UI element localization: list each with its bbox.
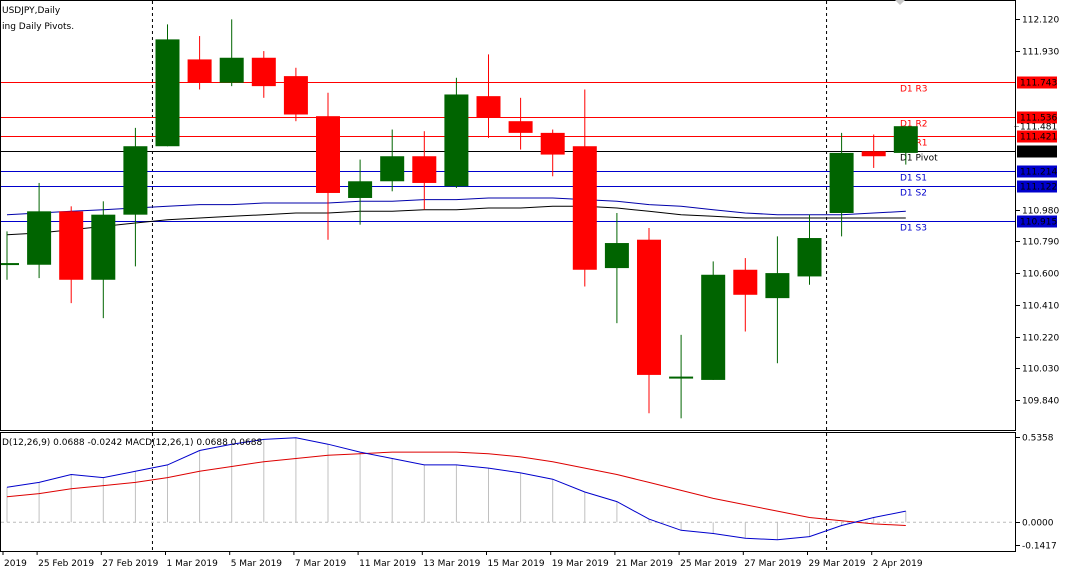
pivot-price-tag bbox=[1017, 130, 1057, 143]
pivot-price-label: 111.536 bbox=[1020, 114, 1057, 124]
pivot-price-label: 110.915 bbox=[1020, 218, 1057, 228]
pivot-price-tag bbox=[1017, 145, 1057, 158]
price-axis-label: 109.840 bbox=[1022, 397, 1059, 407]
price-axis-label: 112.120 bbox=[1022, 16, 1059, 26]
time-axis-label: 11 Mar 2019 bbox=[359, 559, 416, 569]
candle-body bbox=[283, 76, 308, 115]
pivot-price-label: 111.743 bbox=[1020, 79, 1057, 89]
candle-body bbox=[829, 152, 854, 213]
candle-body bbox=[476, 96, 501, 118]
candle-body bbox=[348, 181, 373, 198]
candle-body bbox=[733, 269, 758, 295]
candle-body bbox=[765, 273, 790, 299]
moving-average-blue-line bbox=[6, 197, 906, 216]
candle-body bbox=[508, 121, 533, 133]
time-axis-label: 7 Mar 2019 bbox=[295, 559, 347, 569]
candle-body bbox=[861, 151, 886, 157]
candle-body bbox=[91, 214, 116, 280]
macd-axis-label: 0.0000 bbox=[1022, 519, 1054, 529]
pivot-label: D1 Pivot bbox=[900, 154, 938, 164]
macd-axis-label: -0.1417 bbox=[1022, 542, 1057, 552]
pivot-price-label: 111.329 bbox=[1020, 148, 1057, 158]
candle-body bbox=[637, 239, 661, 375]
pivot-label: D1 S2 bbox=[900, 189, 927, 199]
price-axis-label: 110.030 bbox=[1022, 365, 1059, 375]
candle-body bbox=[701, 274, 726, 380]
candle-body bbox=[412, 156, 437, 183]
candle-body bbox=[219, 57, 244, 83]
candle-body bbox=[155, 39, 180, 147]
price-axis-label: 110.600 bbox=[1022, 270, 1059, 280]
macd-axis-label: 0.5358 bbox=[1022, 434, 1054, 444]
macd-title: D(12,26,9) 0.0688 -0.0242 MACD(12,26,1) … bbox=[2, 438, 262, 448]
pivot-price-tag bbox=[1017, 111, 1057, 124]
scroll-marker-icon[interactable] bbox=[895, 0, 905, 5]
pivot-label: D1 R3 bbox=[900, 85, 928, 95]
main-panel-frame bbox=[0, 0, 1016, 431]
symbol-title: USDJPY,Daily bbox=[2, 6, 61, 16]
candle-body bbox=[27, 211, 52, 265]
time-axis-label: 15 Mar 2019 bbox=[488, 559, 545, 569]
candle-body bbox=[669, 376, 694, 379]
candle-body bbox=[797, 238, 822, 277]
time-axis-label: 25 Mar 2019 bbox=[680, 559, 737, 569]
time-axis-label: 13 Mar 2019 bbox=[423, 559, 480, 569]
price-axis-label: 110.980 bbox=[1022, 207, 1059, 217]
candle-body bbox=[251, 57, 276, 87]
macd-signal-line bbox=[6, 451, 906, 526]
time-axis-label: 27 Mar 2019 bbox=[744, 559, 801, 569]
pivot-price-label: 111.421 bbox=[1020, 133, 1057, 143]
candle-body bbox=[187, 59, 212, 83]
candle-body bbox=[540, 132, 565, 155]
candle-body bbox=[604, 243, 629, 269]
candle-body bbox=[380, 156, 405, 182]
candle-body bbox=[893, 126, 918, 153]
time-axis-label: 5 Mar 2019 bbox=[231, 559, 283, 569]
candle-body bbox=[0, 263, 19, 266]
price-axis-label: 110.790 bbox=[1022, 238, 1059, 248]
candle-body bbox=[316, 116, 340, 193]
pivot-price-tag bbox=[1017, 215, 1057, 228]
pivot-price-label: 111.122 bbox=[1020, 183, 1057, 193]
time-axis-label: 27 Feb 2019 bbox=[102, 559, 158, 569]
current-price-label: 111.481 bbox=[1020, 123, 1057, 133]
pivot-label: D1 S1 bbox=[900, 174, 927, 184]
time-axis-label: 29 Mar 2019 bbox=[809, 559, 866, 569]
candle-body bbox=[123, 146, 148, 215]
time-axis-label: 21 Mar 2019 bbox=[616, 559, 673, 569]
candle-body bbox=[59, 211, 84, 280]
macd-panel-frame bbox=[0, 432, 1016, 552]
price-axis-label: 111.930 bbox=[1022, 48, 1059, 58]
pivot-price-tag bbox=[1017, 76, 1057, 89]
macd-main-line bbox=[6, 437, 906, 541]
time-axis-label: 25 Feb 2019 bbox=[38, 559, 94, 569]
time-axis-label: 1 Mar 2019 bbox=[167, 559, 219, 569]
pivot-price-tag bbox=[1017, 180, 1057, 193]
price-axis-label: 110.410 bbox=[1022, 302, 1059, 312]
pivot-price-label: 111.214 bbox=[1020, 168, 1057, 178]
pivot-label: D1 R2 bbox=[900, 120, 928, 130]
pivot-label: D1 S3 bbox=[900, 224, 927, 234]
moving-average-black-line bbox=[6, 205, 906, 236]
candle-body bbox=[572, 146, 597, 270]
time-axis-label: 2 Apr 2019 bbox=[873, 559, 923, 569]
pivot-price-tag bbox=[1017, 165, 1057, 178]
time-axis-label: 19 Mar 2019 bbox=[552, 559, 609, 569]
time-axis-label: 2019 bbox=[4, 559, 27, 569]
candle-body bbox=[444, 94, 469, 187]
indicator-title: ing Daily Pivots. bbox=[2, 22, 74, 32]
price-axis-label: 110.220 bbox=[1022, 334, 1059, 344]
